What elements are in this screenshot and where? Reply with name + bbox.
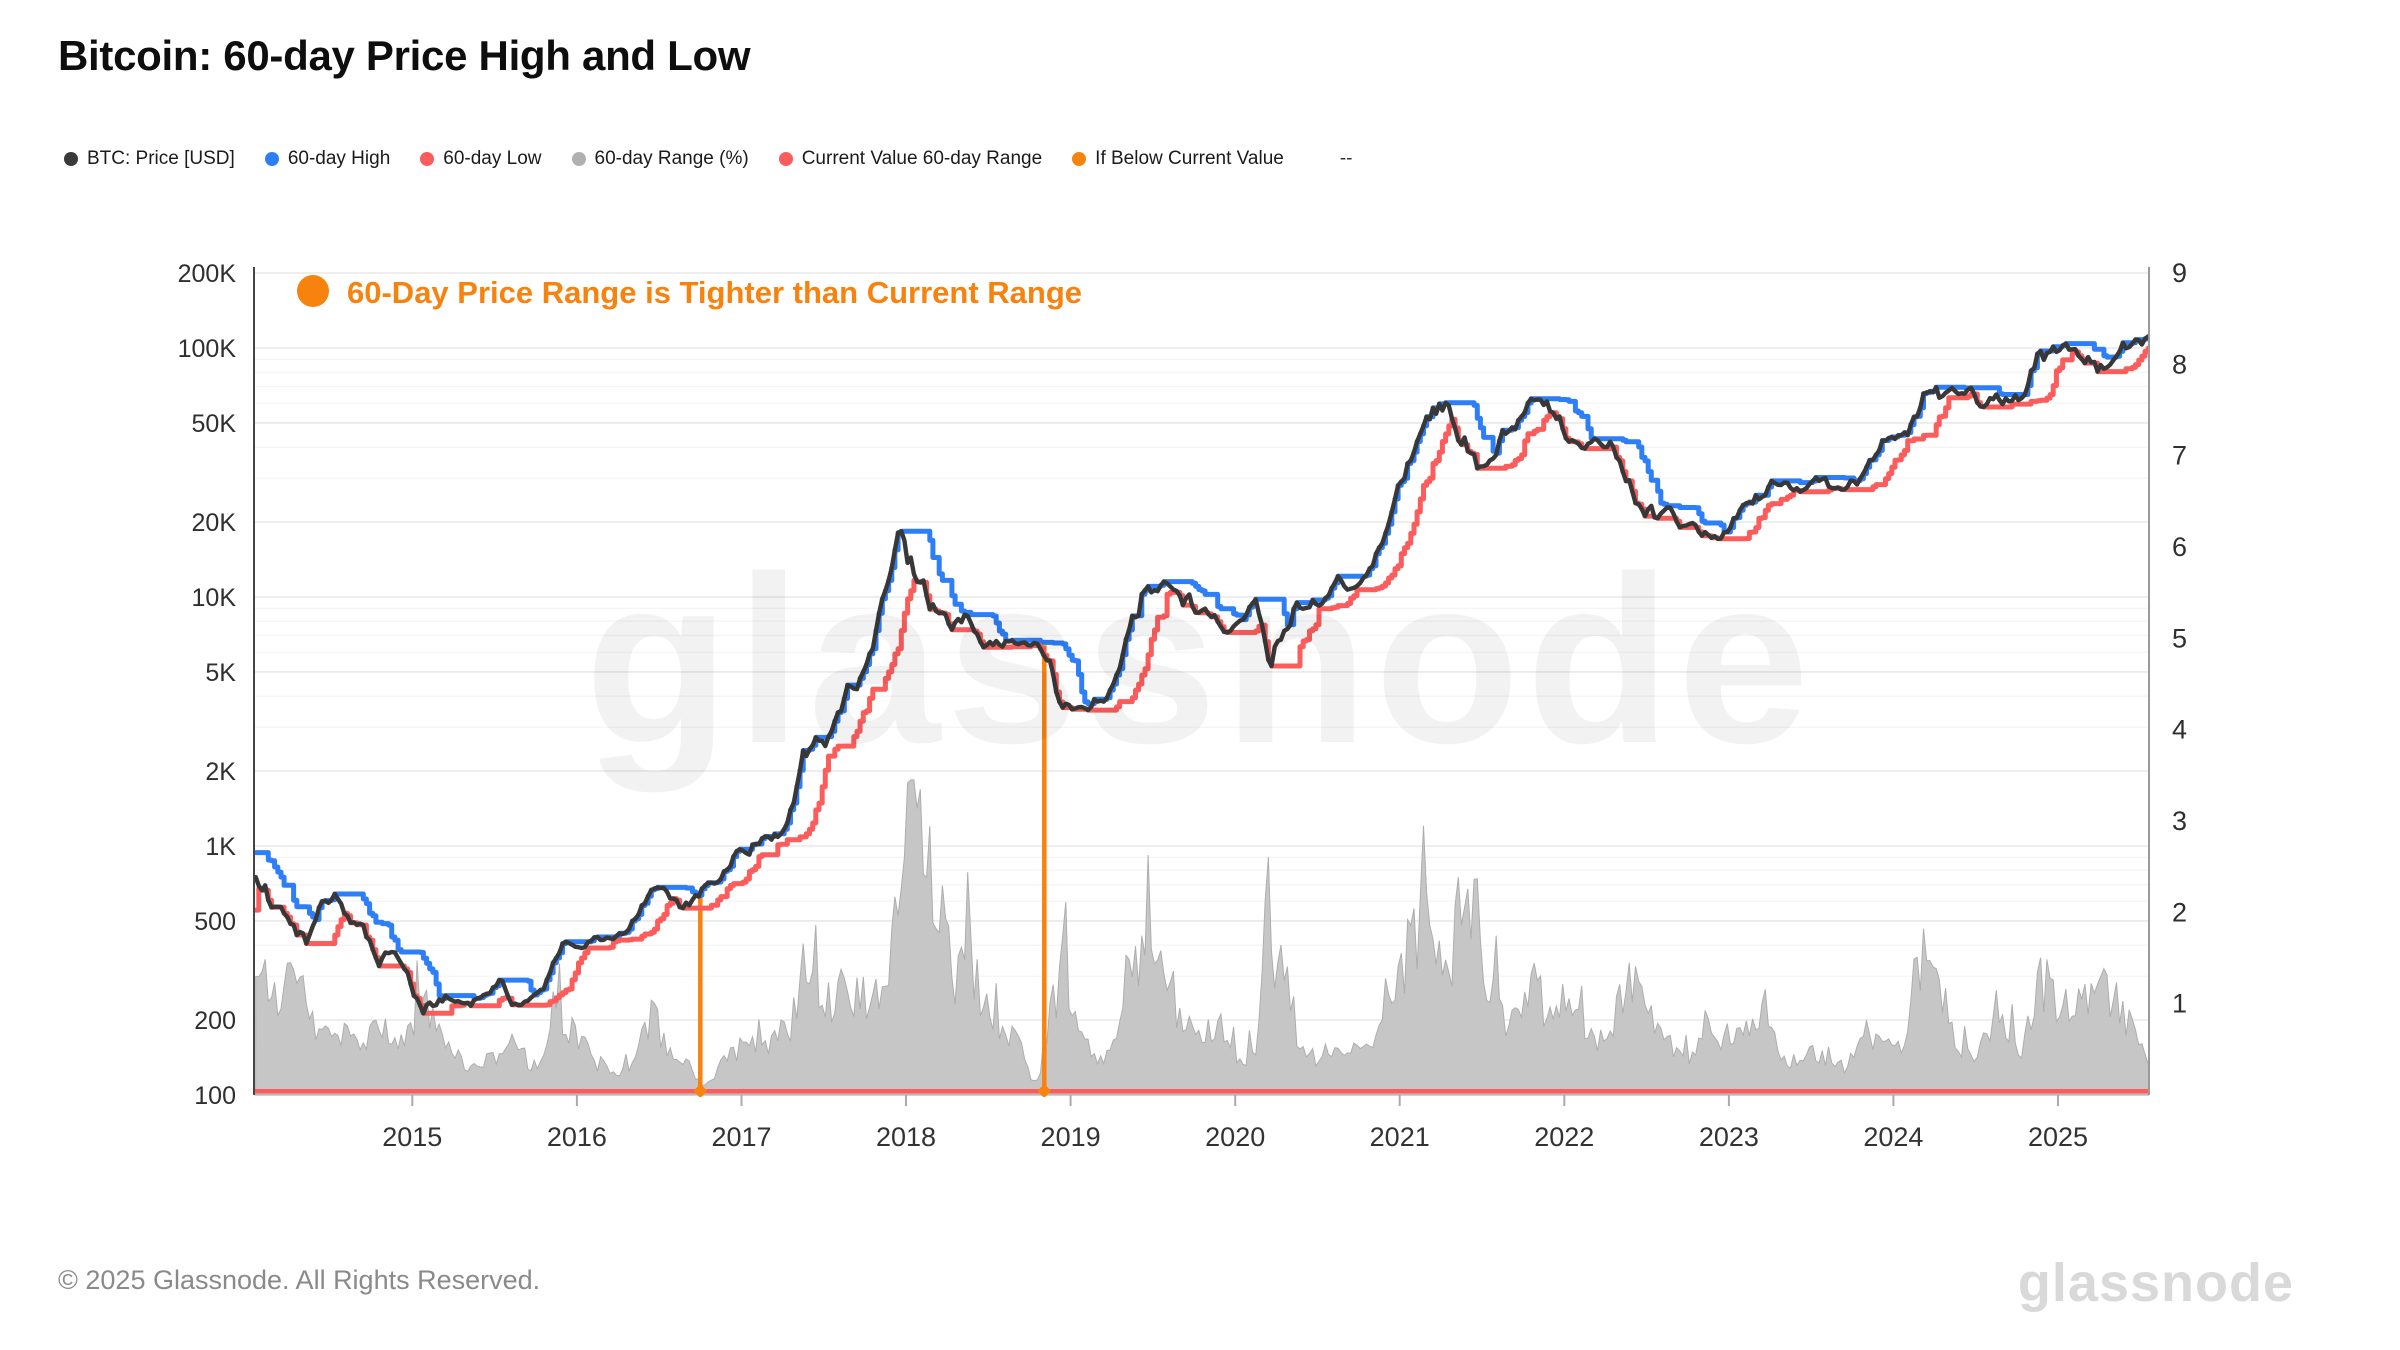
x-tick-label: 2023 bbox=[1699, 1122, 1759, 1152]
range-area bbox=[255, 779, 2149, 1096]
x-tick-label: 2016 bbox=[547, 1122, 607, 1152]
legend-item-60-day-range[interactable]: 60-day Range (%) bbox=[571, 148, 749, 170]
y-left-tick-label: 50K bbox=[192, 410, 237, 438]
y-left-tick-label: 100K bbox=[178, 335, 237, 363]
legend-label: 60-day Low bbox=[443, 148, 542, 169]
y-left-tick-label: 200K bbox=[178, 260, 237, 288]
glassnode-logo: glassnode bbox=[2017, 1253, 2294, 1313]
legend-item-dash[interactable]: -- bbox=[1340, 148, 1353, 170]
legend-item-current-value-60-day-range[interactable]: Current Value 60-day Range bbox=[778, 148, 1043, 170]
legend-label: -- bbox=[1339, 148, 1353, 169]
y-left-tick-label: 20K bbox=[192, 509, 237, 537]
gridlines bbox=[254, 272, 2149, 1096]
y-axis-left-labels: 200K 100K 50K 20K 10K 5K 2K 1K 500 200 100 bbox=[178, 260, 237, 1110]
annotation-text: 60-Day Price Range is Tighter than Curre… bbox=[347, 275, 1082, 310]
y-left-tick-label: 2K bbox=[205, 758, 236, 786]
legend-item-btc-price-usd[interactable]: BTC: Price [USD] bbox=[64, 148, 235, 170]
legend-label: BTC: Price [USD] bbox=[87, 148, 235, 169]
y-axis-right-labels: 9 8 7 6 5 4 3 2 1 bbox=[2172, 258, 2187, 1019]
plot-area[interactable] bbox=[254, 267, 2149, 1095]
y-right-tick-label: 8 bbox=[2172, 349, 2187, 379]
x-tick-label: 2015 bbox=[382, 1122, 442, 1152]
x-tick-label: 2017 bbox=[711, 1122, 771, 1152]
page-title: Bitcoin: 60-day Price High and Low bbox=[58, 32, 751, 79]
legend-item-if-below-current-value[interactable]: If Below Current Value bbox=[1072, 148, 1284, 170]
legend-label: 60-day High bbox=[287, 148, 391, 169]
x-tick-label: 2020 bbox=[1205, 1122, 1265, 1152]
legend-item-60-day-high[interactable]: 60-day High bbox=[264, 148, 391, 170]
legend-item-60-day-low[interactable]: 60-day Low bbox=[420, 148, 542, 170]
btc-price-line bbox=[254, 334, 2149, 1016]
y-right-tick-label: 6 bbox=[2172, 532, 2187, 562]
series-layer bbox=[254, 334, 2149, 1097]
x-axis-labels: 2015 2016 2017 2018 2019 2020 2021 2022 2023 2024… bbox=[382, 1095, 2088, 1152]
watermark: glassnode bbox=[584, 528, 1815, 793]
event-marker-icon-2 bbox=[1037, 1084, 1052, 1097]
legend-label: If Below Current Value bbox=[1095, 148, 1284, 169]
x-tick-label: 2025 bbox=[2028, 1122, 2088, 1152]
legend-swatch-icon bbox=[1072, 152, 1087, 166]
legend-label: 60-day Range (%) bbox=[594, 148, 749, 169]
x-tick-label: 2018 bbox=[876, 1122, 936, 1152]
y-right-tick-label: 4 bbox=[2172, 715, 2187, 745]
x-tick-label: 2019 bbox=[1041, 1122, 1101, 1152]
legend: BTC: Price [USD] 60-day High 60-day Low 60-… bbox=[64, 148, 1353, 170]
annotation-dot-icon bbox=[297, 275, 329, 307]
legend-swatch-icon bbox=[778, 152, 793, 166]
legend-swatch-icon bbox=[420, 152, 435, 166]
x-tick-label: 2021 bbox=[1370, 1122, 1430, 1152]
y-left-tick-label: 200 bbox=[194, 1007, 236, 1035]
y-right-tick-label: 9 bbox=[2172, 258, 2187, 288]
y-right-tick-label: 1 bbox=[2172, 989, 2187, 1019]
y-right-tick-label: 5 bbox=[2172, 623, 2187, 653]
y-right-tick-label: 7 bbox=[2172, 441, 2187, 471]
y-left-tick-label: 100 bbox=[194, 1082, 236, 1110]
x-tick-label: 2024 bbox=[1863, 1122, 1923, 1152]
legend-swatch-icon bbox=[264, 152, 279, 166]
y-right-tick-label: 2 bbox=[2172, 897, 2187, 927]
y-left-tick-label: 5K bbox=[205, 659, 236, 687]
event-marker-icon-1 bbox=[693, 1084, 708, 1097]
legend-label: Current Value 60-day Range bbox=[801, 148, 1043, 169]
copyright-text: © 2025 Glassnode. All Rights Reserved. bbox=[58, 1265, 541, 1295]
y-left-tick-label: 500 bbox=[194, 908, 236, 936]
x-tick-label: 2022 bbox=[1534, 1122, 1594, 1152]
y-right-tick-label: 3 bbox=[2172, 806, 2187, 836]
legend-swatch-icon bbox=[64, 152, 78, 166]
legend-swatch-icon bbox=[571, 152, 586, 166]
y-left-tick-label: 1K bbox=[205, 833, 236, 861]
annotation: 60-Day Price Range is Tighter than Curre… bbox=[297, 275, 1082, 310]
y-left-tick-label: 10K bbox=[192, 584, 237, 612]
